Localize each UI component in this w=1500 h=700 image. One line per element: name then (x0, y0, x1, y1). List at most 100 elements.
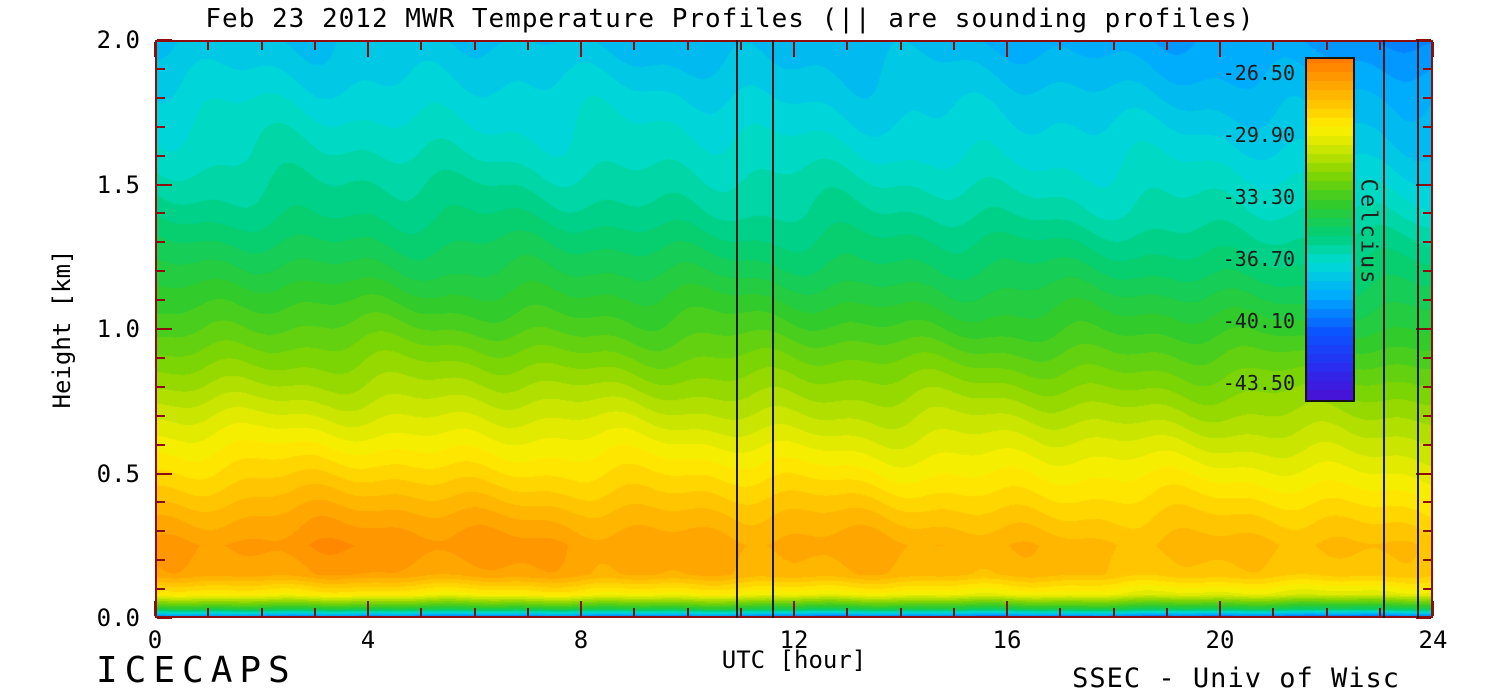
x-tick (154, 42, 156, 57)
y-tick (157, 415, 165, 417)
y-tick (1416, 473, 1431, 475)
x-tick (207, 608, 209, 616)
x-tick (1219, 601, 1221, 616)
y-tick (1416, 39, 1431, 41)
x-tick-label: 20 (1205, 626, 1235, 654)
colorbar-tick-label: -43.50 (1222, 370, 1295, 395)
x-tick (1272, 42, 1274, 50)
x-tick (154, 601, 156, 616)
x-tick (900, 608, 902, 616)
x-tick (1113, 42, 1115, 50)
y-tick-label: 0.0 (96, 604, 140, 632)
x-tick (261, 42, 263, 50)
y-tick (157, 357, 165, 359)
y-tick (157, 241, 165, 243)
y-tick (157, 530, 165, 532)
x-tick (1432, 42, 1434, 57)
y-tick (1423, 357, 1431, 359)
x-tick (1006, 42, 1008, 57)
icecaps-watermark: ICECAPS (96, 650, 297, 691)
x-tick (314, 608, 316, 616)
y-tick (1423, 501, 1431, 503)
y-tick (157, 299, 165, 301)
sounding-profile-line (736, 40, 738, 618)
ssec-credit: SSEC - Univ of Wisc (1072, 663, 1400, 694)
x-tick (687, 608, 689, 616)
sounding-profile-line (772, 40, 774, 618)
y-tick (1416, 184, 1431, 186)
y-tick-label: 1.0 (96, 315, 140, 343)
x-tick (1113, 608, 1115, 616)
y-tick (1423, 68, 1431, 70)
x-tick (846, 608, 848, 616)
x-tick (474, 42, 476, 50)
x-axis-title: UTC [hour] (721, 646, 867, 674)
y-tick (157, 184, 172, 186)
x-tick (207, 42, 209, 50)
y-tick (157, 39, 172, 41)
temperature-heatmap (155, 40, 1433, 618)
x-tick (633, 608, 635, 616)
x-tick (1379, 42, 1381, 50)
y-tick (157, 617, 172, 619)
y-tick (1423, 126, 1431, 128)
x-tick (900, 42, 902, 50)
colorbar-tick-label: -36.70 (1222, 246, 1295, 271)
x-tick (793, 601, 795, 616)
x-tick (687, 42, 689, 50)
x-tick (580, 42, 582, 57)
y-tick (1423, 270, 1431, 272)
y-tick (1423, 588, 1431, 590)
x-tick-label: 24 (1418, 626, 1448, 654)
y-tick (1423, 415, 1431, 417)
x-tick (1272, 608, 1274, 616)
y-tick (157, 68, 165, 70)
sounding-profile-line (1383, 40, 1385, 618)
x-tick (367, 42, 369, 57)
y-tick (1423, 212, 1431, 214)
x-tick-label: 12 (779, 626, 809, 654)
x-tick (367, 601, 369, 616)
x-tick (1219, 42, 1221, 57)
x-tick (527, 608, 529, 616)
y-tick (157, 212, 165, 214)
x-tick (314, 42, 316, 50)
y-tick-label: 0.5 (96, 459, 140, 488)
y-tick (1423, 386, 1431, 388)
x-tick (953, 608, 955, 616)
y-tick (1423, 559, 1431, 561)
y-tick (1423, 155, 1431, 157)
x-tick (1166, 42, 1168, 50)
x-tick (1326, 608, 1328, 616)
x-tick (1166, 608, 1168, 616)
y-tick (1423, 97, 1431, 99)
colorbar-tick-label: -40.10 (1222, 308, 1295, 333)
x-tick (953, 42, 955, 50)
x-tick (633, 42, 635, 50)
colorbar-tick-label: -29.90 (1222, 122, 1295, 147)
y-tick (1423, 299, 1431, 301)
x-tick (474, 608, 476, 616)
y-tick (1416, 328, 1431, 330)
y-tick (157, 501, 165, 503)
y-tick (1423, 530, 1431, 532)
y-tick (1423, 241, 1431, 243)
x-tick-label: 0 (147, 626, 163, 654)
x-tick-label: 8 (573, 626, 589, 654)
sounding-profile-line (1417, 40, 1419, 618)
x-tick (420, 42, 422, 50)
y-tick (1416, 617, 1431, 619)
chart-title: Feb 23 2012 MWR Temperature Profiles (||… (205, 4, 1255, 34)
x-tick (1006, 601, 1008, 616)
x-tick (1059, 608, 1061, 616)
x-tick (793, 42, 795, 57)
y-tick-label: 1.5 (96, 170, 140, 199)
y-tick (157, 386, 165, 388)
x-tick-label: 16 (992, 626, 1022, 654)
y-tick (157, 328, 172, 330)
y-tick (157, 155, 165, 157)
y-tick-label: 2.0 (96, 26, 140, 54)
x-tick (740, 608, 742, 616)
x-tick (1432, 601, 1434, 616)
